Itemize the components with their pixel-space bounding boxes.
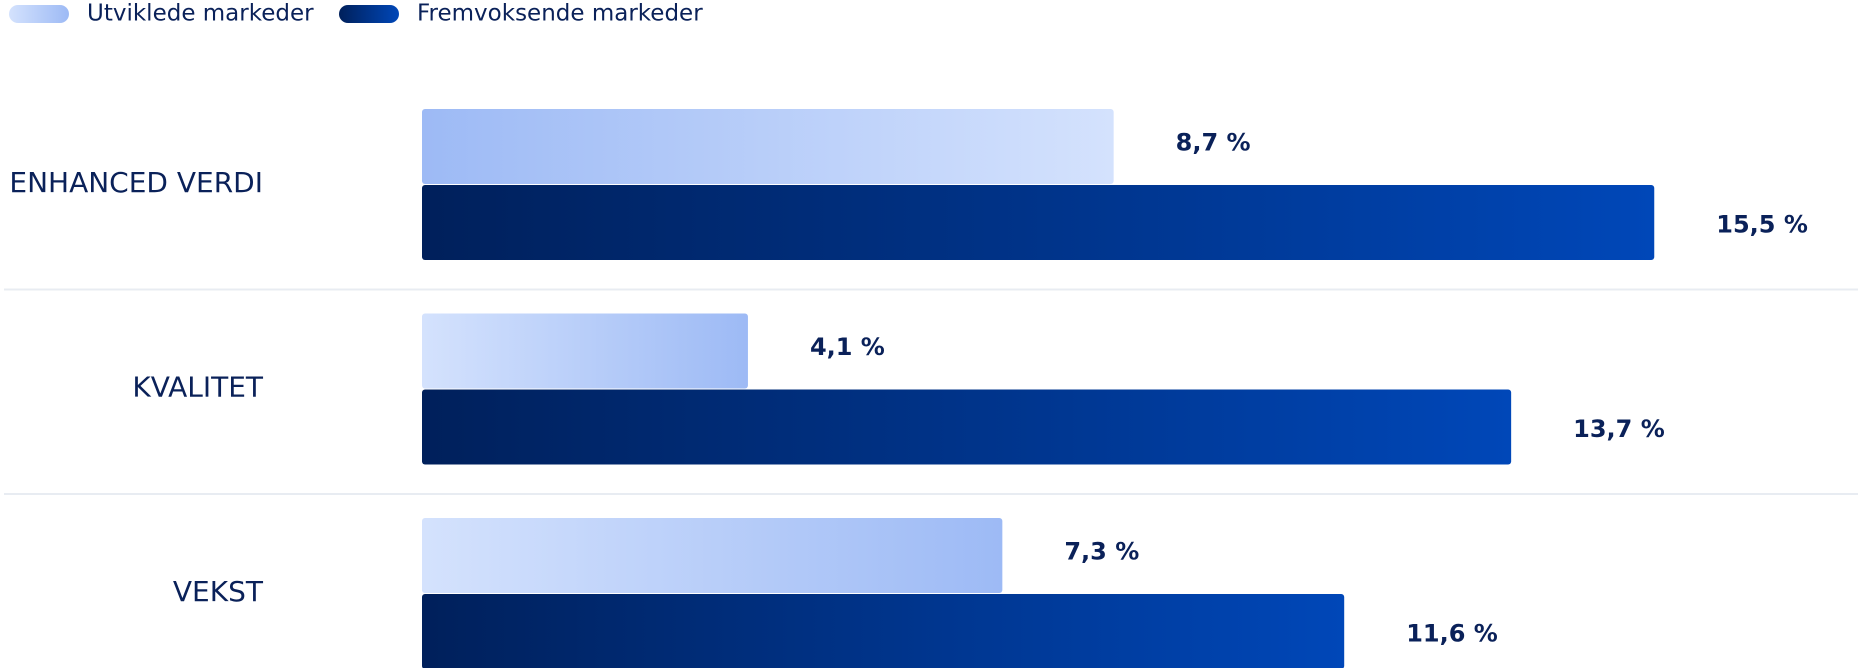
value-label: 8,7 % bbox=[1176, 129, 1251, 157]
legend-swatch bbox=[9, 5, 69, 23]
bar bbox=[422, 518, 1003, 593]
value-label: 7,3 % bbox=[1064, 538, 1139, 566]
bar bbox=[422, 389, 1512, 465]
category-label: KVALITET bbox=[132, 371, 264, 404]
legend-label: Fremvoksende markeder bbox=[417, 1, 703, 27]
category-label: VEKST bbox=[173, 575, 264, 608]
category-label: ENHANCED VERDI bbox=[9, 166, 263, 199]
value-label: 4,1 % bbox=[810, 333, 885, 361]
bar bbox=[422, 109, 1114, 184]
bar bbox=[422, 594, 1345, 668]
legend-swatch bbox=[339, 5, 399, 23]
value-label: 13,7 % bbox=[1573, 415, 1665, 443]
bar bbox=[422, 313, 748, 389]
value-label: 11,6 % bbox=[1406, 620, 1498, 648]
bar bbox=[422, 185, 1655, 260]
value-label: 15,5 % bbox=[1716, 211, 1808, 239]
legend-label: Utviklede markeder bbox=[87, 1, 314, 27]
